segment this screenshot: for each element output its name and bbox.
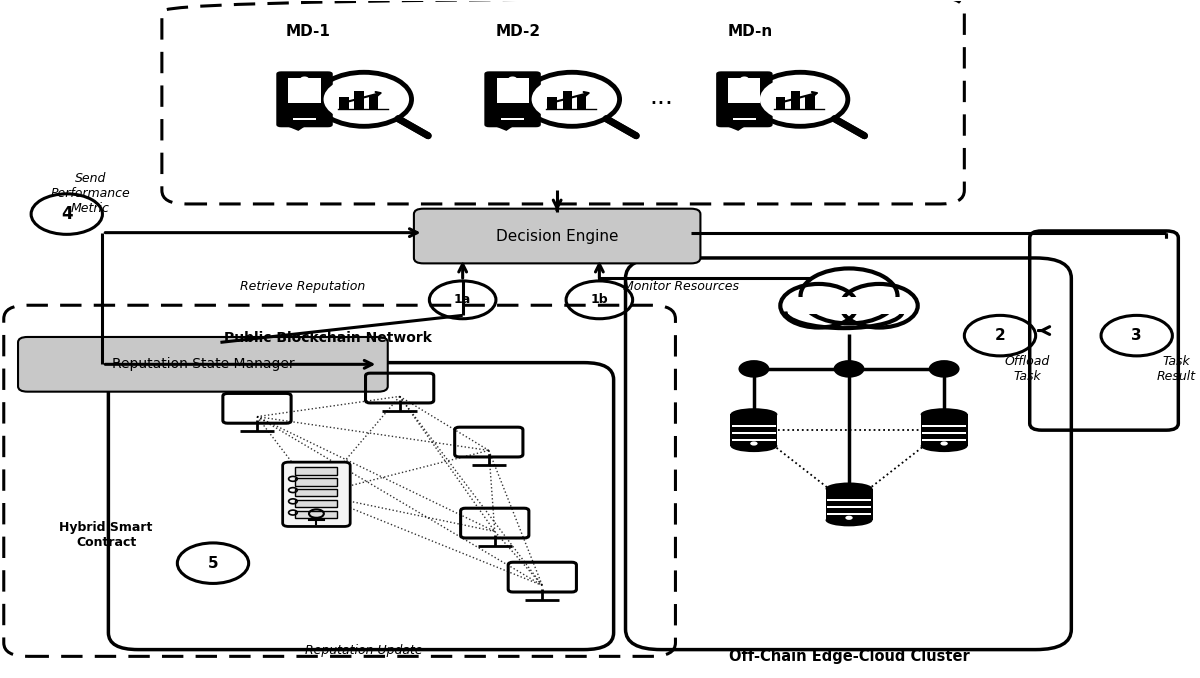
Text: Reputation Update: Reputation Update [305,645,422,658]
Ellipse shape [826,483,872,495]
Bar [732,432,776,434]
Bar [731,414,778,446]
Bar [295,511,337,518]
Circle shape [834,360,864,378]
Ellipse shape [826,514,872,526]
Bar [733,118,756,121]
Bar [805,95,815,108]
Circle shape [800,268,898,323]
Bar [922,432,966,434]
Bar [827,513,871,515]
Text: Monitor Resources: Monitor Resources [623,280,739,293]
Bar [497,77,529,103]
Bar [788,297,910,315]
FancyBboxPatch shape [716,71,773,127]
Circle shape [738,360,769,378]
Text: Off-Chain Edge-Cloud Cluster: Off-Chain Edge-Cloud Cluster [728,649,970,664]
Circle shape [532,77,612,122]
Circle shape [780,284,857,327]
Bar [827,506,871,508]
Text: 4: 4 [61,205,72,223]
Text: Decision Engine: Decision Engine [496,228,618,243]
Bar [577,95,587,108]
Text: Retrieve Reputation: Retrieve Reputation [240,280,365,293]
FancyBboxPatch shape [18,337,388,392]
Circle shape [750,441,757,445]
Circle shape [929,360,960,378]
Text: MD-1: MD-1 [286,24,330,39]
Bar [502,118,523,121]
Bar [288,77,320,103]
Circle shape [785,278,902,345]
Bar [340,96,349,108]
Circle shape [841,284,918,327]
Text: Reputation State Manager: Reputation State Manager [112,357,294,372]
Circle shape [300,77,308,81]
Ellipse shape [920,408,967,420]
Ellipse shape [731,408,778,420]
Text: 1b: 1b [590,294,608,306]
Bar [295,500,337,507]
Text: Send
Performance
Metric: Send Performance Metric [50,172,131,216]
Bar [826,489,872,520]
Text: MD-2: MD-2 [496,24,541,39]
FancyBboxPatch shape [414,209,701,263]
Bar [920,414,967,446]
Polygon shape [283,121,314,131]
Text: MD-n: MD-n [727,24,773,39]
Text: Offload
Task: Offload Task [1004,355,1050,383]
Bar [563,92,572,108]
Circle shape [740,77,749,81]
Bar [922,439,966,441]
Bar [295,478,337,485]
Circle shape [941,441,948,445]
Text: Task
Result: Task Result [1157,355,1195,383]
Bar [732,424,776,426]
Bar [922,424,966,426]
Bar [547,96,557,108]
Bar [295,489,337,496]
Bar [791,92,800,108]
FancyBboxPatch shape [485,71,541,127]
Ellipse shape [920,440,967,452]
Text: ...: ... [649,85,673,109]
Circle shape [509,77,517,81]
Bar [354,92,364,108]
Text: 3: 3 [1132,328,1142,343]
Text: 5: 5 [208,556,218,571]
Bar [295,467,337,475]
Bar [775,96,785,108]
Text: 2: 2 [995,328,1006,343]
Bar [368,95,378,108]
Polygon shape [491,121,522,131]
FancyBboxPatch shape [283,462,350,527]
Text: Public Blockchain Network: Public Blockchain Network [224,331,432,344]
Bar [294,118,316,121]
Bar [827,499,871,501]
Bar [732,439,776,441]
Text: 1a: 1a [454,294,472,306]
Circle shape [324,77,404,122]
Text: Hybrid Smart
Contract: Hybrid Smart Contract [59,521,152,549]
Bar [728,77,761,103]
FancyBboxPatch shape [276,71,332,127]
Circle shape [845,516,853,520]
Polygon shape [722,121,754,131]
Ellipse shape [731,440,778,452]
Circle shape [760,77,841,122]
